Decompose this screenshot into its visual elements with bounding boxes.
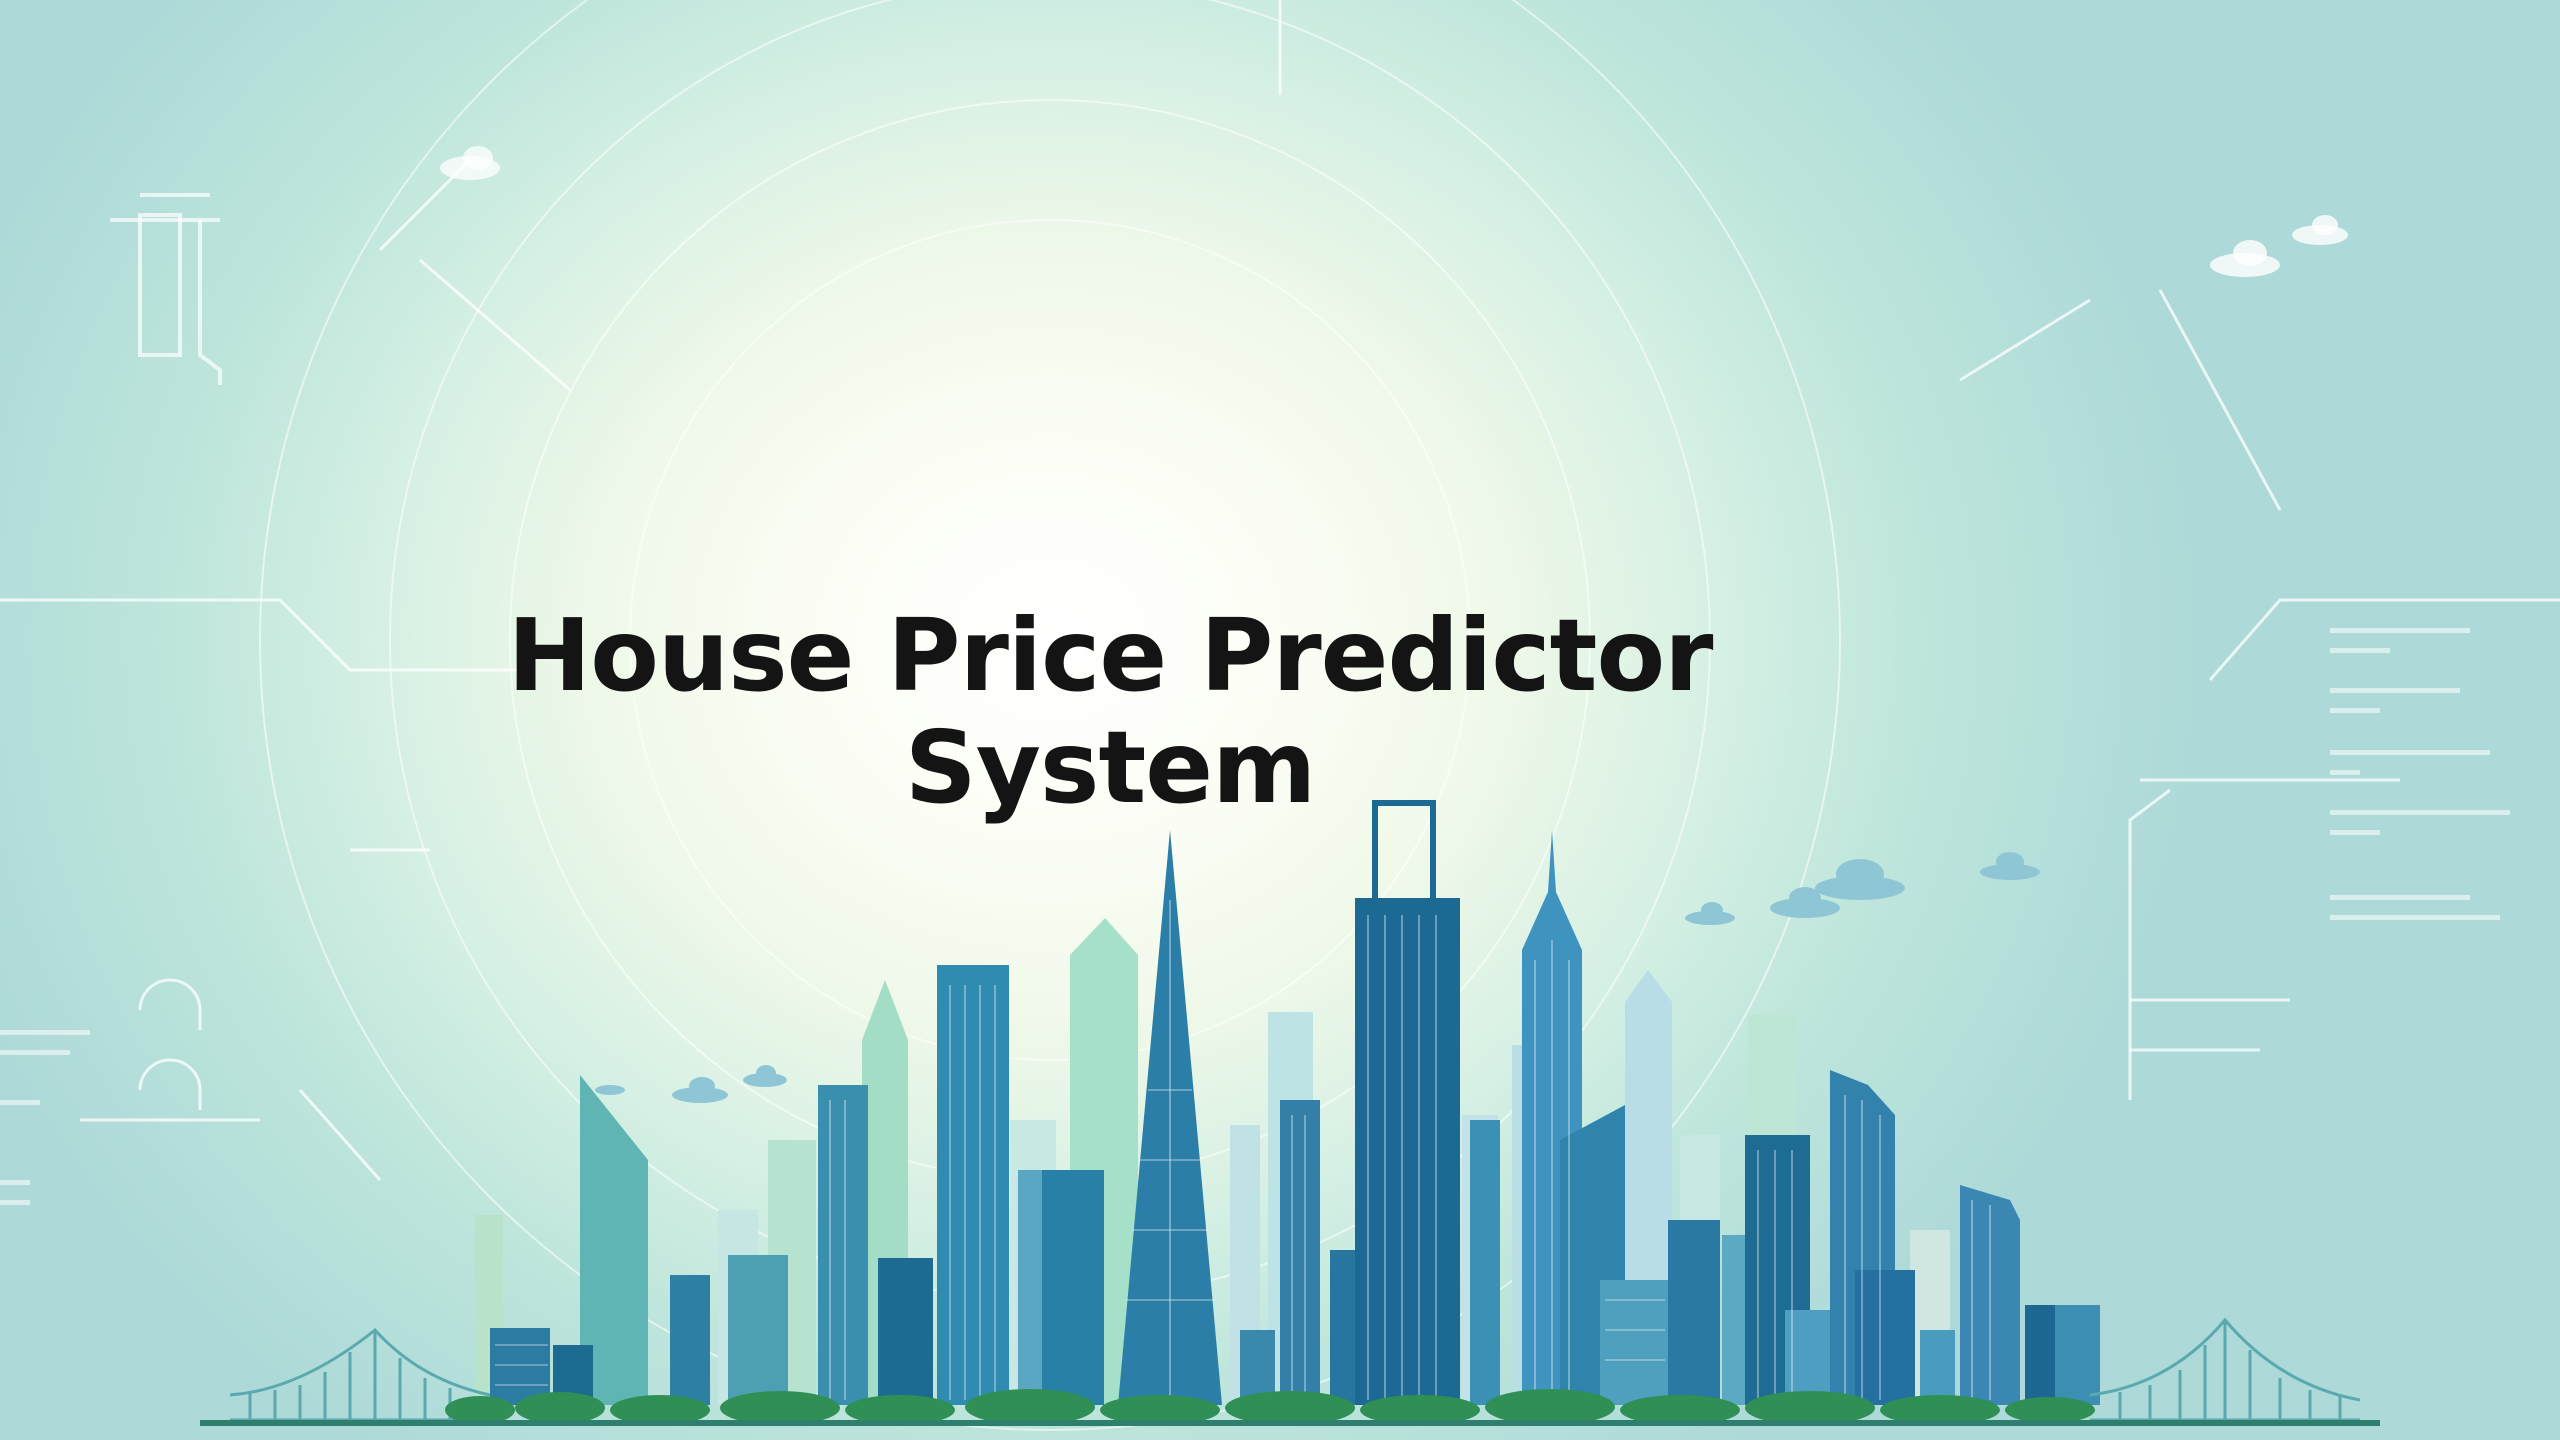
building <box>1372 800 1378 900</box>
building <box>2025 1305 2055 1405</box>
title-line-1: House Price Predictor <box>507 597 1714 714</box>
building <box>1920 1330 1955 1405</box>
window-stripes <box>829 900 1991 1400</box>
cloud-icon <box>440 146 500 180</box>
cloud-icon <box>595 852 2040 1103</box>
building <box>818 1085 868 1405</box>
building <box>1280 1100 1320 1405</box>
title-line-2: System <box>904 709 1317 826</box>
building <box>1785 1310 1835 1405</box>
building <box>878 1258 933 1405</box>
building <box>1355 898 1460 1405</box>
building <box>1960 1185 2020 1405</box>
building <box>1668 1220 1720 1405</box>
building <box>728 1255 788 1405</box>
building <box>670 1275 710 1405</box>
bridge-right <box>2089 1317 2361 1422</box>
tower-glyph-icon <box>110 193 222 385</box>
tree-line <box>445 1389 2095 1425</box>
decorative-lines <box>0 0 2560 1180</box>
building <box>937 965 1009 1405</box>
building <box>1372 800 1436 806</box>
building <box>1430 800 1436 900</box>
window-rows <box>495 1089 1665 1386</box>
clouds <box>440 146 2348 1103</box>
building <box>1118 830 1222 1405</box>
page-title: House Price Predictor System <box>450 600 1770 824</box>
ground-line <box>200 1420 2380 1426</box>
building <box>2055 1305 2100 1405</box>
building <box>1470 1120 1500 1405</box>
building <box>580 1075 648 1405</box>
building <box>490 1328 550 1405</box>
building <box>1042 1170 1104 1405</box>
side-text-lines <box>0 628 2510 1205</box>
building <box>1722 1235 1746 1405</box>
building <box>1855 1270 1915 1405</box>
cloud-icon <box>2210 215 2348 277</box>
building <box>1600 1280 1670 1405</box>
